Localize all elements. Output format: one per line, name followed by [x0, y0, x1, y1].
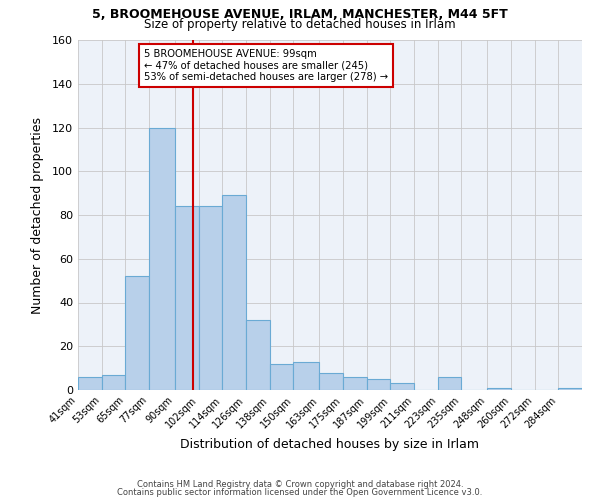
Bar [343, 377, 367, 390]
Bar [149, 128, 175, 390]
Bar [390, 384, 414, 390]
Text: Size of property relative to detached houses in Irlam: Size of property relative to detached ho… [144, 18, 456, 31]
Bar [78, 377, 102, 390]
Bar [438, 377, 461, 390]
Bar [319, 372, 343, 390]
Bar [246, 320, 270, 390]
Text: 5, BROOMEHOUSE AVENUE, IRLAM, MANCHESTER, M44 5FT: 5, BROOMEHOUSE AVENUE, IRLAM, MANCHESTER… [92, 8, 508, 20]
Bar [102, 374, 125, 390]
Bar [487, 388, 511, 390]
Bar [367, 379, 390, 390]
Bar [175, 206, 199, 390]
X-axis label: Distribution of detached houses by size in Irlam: Distribution of detached houses by size … [181, 438, 479, 451]
Bar [270, 364, 293, 390]
Bar [293, 362, 319, 390]
Text: Contains HM Land Registry data © Crown copyright and database right 2024.: Contains HM Land Registry data © Crown c… [137, 480, 463, 489]
Bar [222, 196, 246, 390]
Y-axis label: Number of detached properties: Number of detached properties [31, 116, 44, 314]
Bar [558, 388, 582, 390]
Text: Contains public sector information licensed under the Open Government Licence v3: Contains public sector information licen… [118, 488, 482, 497]
Bar [125, 276, 149, 390]
Text: 5 BROOMEHOUSE AVENUE: 99sqm
← 47% of detached houses are smaller (245)
53% of se: 5 BROOMEHOUSE AVENUE: 99sqm ← 47% of det… [143, 49, 388, 82]
Bar [199, 206, 222, 390]
